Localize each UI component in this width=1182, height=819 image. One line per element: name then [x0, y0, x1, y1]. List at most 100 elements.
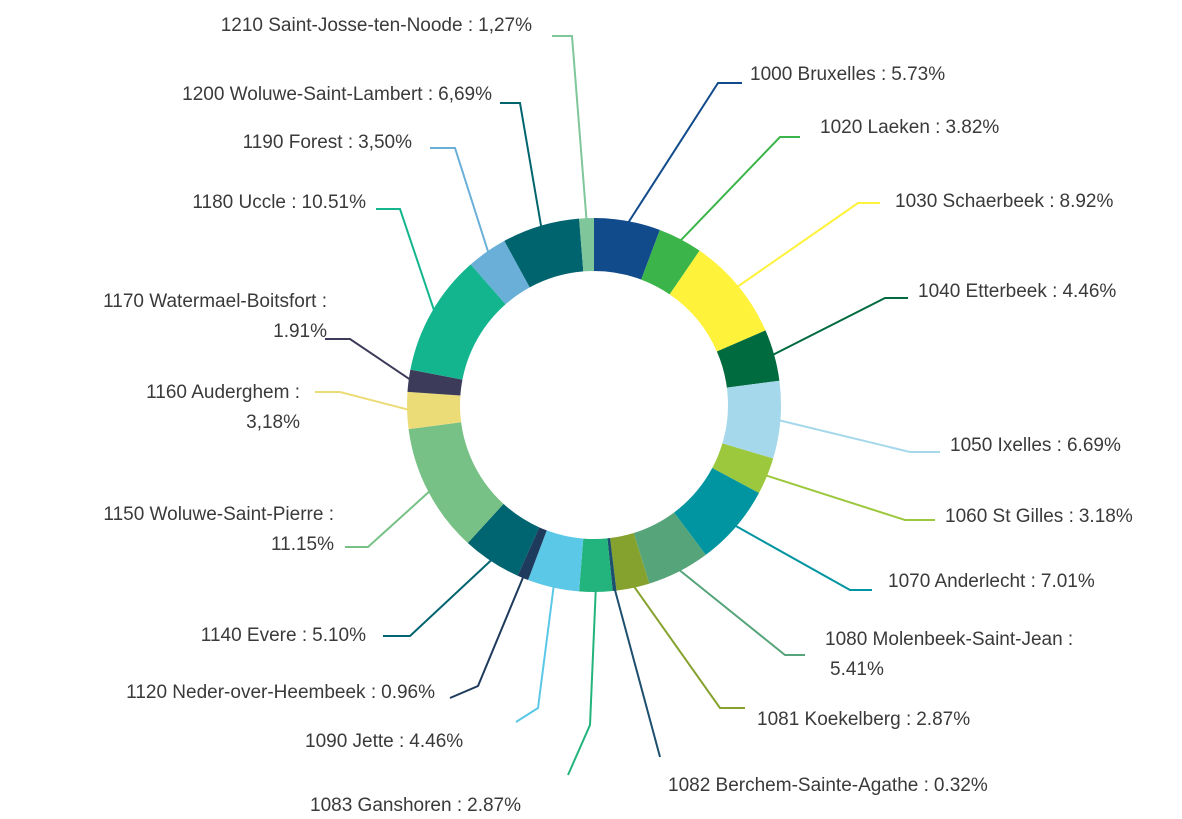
- segment-value: 2.87%: [916, 709, 970, 730]
- segment-value: 1,27%: [478, 15, 532, 36]
- segment-label: 1190 Forest :: [243, 132, 354, 153]
- segment-label-group: 1050 Ixelles :6.69%: [950, 435, 1121, 456]
- donut-segment: [528, 530, 584, 592]
- donut-segment: [610, 532, 650, 591]
- segment-label-group: 1120 Neder-over-Heembeek :0.96%: [126, 682, 435, 703]
- leader-line: [315, 391, 412, 412]
- leader-line: [552, 35, 588, 223]
- segment-label-group: 1081 Koekelberg :2.87%: [757, 709, 970, 730]
- leader-line: [345, 488, 433, 548]
- donut-segment: [408, 422, 504, 543]
- segment-label-group: 1070 Anderlecht :7.01%: [888, 571, 1095, 592]
- segment-label: 1081 Koekelberg :: [757, 709, 911, 730]
- segment-value: 0.32%: [934, 775, 988, 796]
- donut-segment: [579, 538, 613, 592]
- leader-line: [500, 102, 543, 230]
- segment-label: 1082 Berchem-Sainte-Agathe :: [668, 775, 929, 796]
- donut-segment: [633, 512, 706, 584]
- segment-label-group: 1140 Evere :5.10%: [201, 625, 366, 646]
- segment-label: 1080 Molenbeek-Saint-Jean :: [825, 629, 1073, 650]
- segment-label: 1200 Woluwe-Saint-Lambert :: [182, 84, 433, 105]
- leader-line: [376, 208, 437, 315]
- segment-label: 1090 Jette :: [305, 731, 404, 752]
- segment-value: 8.92%: [1060, 191, 1114, 212]
- segment-label-group: 1180 Uccle : 10.51%: [192, 192, 366, 213]
- donut-segment: [467, 503, 540, 576]
- donut-segment: [406, 391, 462, 430]
- segment-label-group: 1083 Ganshoren :2.87%: [310, 795, 521, 816]
- donut-segment: [607, 538, 617, 592]
- donut-segment: [407, 369, 463, 396]
- leader-line: [515, 583, 556, 723]
- leader-line: [325, 338, 414, 383]
- segment-label: 1083 Ganshoren :: [310, 795, 462, 816]
- segment-label: 1140 Evere :: [201, 625, 307, 646]
- donut-segment: [674, 468, 760, 555]
- leader-line: [567, 587, 597, 776]
- segment-value: 6,69%: [438, 84, 492, 105]
- segment-value: 5.73%: [891, 64, 945, 85]
- segment-label-group: 1210 Saint-Josse-ten-Noode :1,27%: [221, 15, 532, 36]
- leader-line: [449, 573, 526, 699]
- donut-segment: [669, 250, 766, 352]
- donut-segment: [517, 527, 547, 580]
- donut-segment: [722, 380, 781, 459]
- donut-segment: [594, 218, 660, 280]
- segment-label-group: 1090 Jette :4.46%: [305, 731, 463, 752]
- leader-line: [631, 583, 745, 709]
- segment-label-group: 1060 St Gilles :3.18%: [945, 506, 1133, 527]
- segment-value: 3,50%: [358, 132, 412, 153]
- segment-label: 1150 Woluwe-Saint-Pierre :: [103, 504, 334, 525]
- donut-segment: [712, 443, 774, 493]
- leader-line: [762, 473, 935, 521]
- donut-segment: [641, 229, 700, 295]
- segment-label-group: 1040 Etterbeek :4.46%: [918, 281, 1116, 302]
- donut-segment: [410, 264, 506, 380]
- segment-label: 1000 Bruxelles :: [750, 64, 886, 85]
- segment-label: 1180 Uccle :: [192, 192, 296, 213]
- segment-value: 4.46%: [409, 731, 463, 752]
- donut-segment: [470, 240, 530, 305]
- segment-label-group: 1200 Woluwe-Saint-Lambert :6,69%: [182, 84, 492, 105]
- segment-value: 0.96%: [381, 682, 435, 703]
- segment-value: 7.01%: [1041, 571, 1095, 592]
- segment-label-group: 1190 Forest :3,50%: [243, 132, 413, 153]
- leader-line: [383, 557, 495, 637]
- segment-label: 1160 Auderghem :: [146, 382, 300, 403]
- segment-label-group: 1000 Bruxelles :5.73%: [750, 64, 945, 85]
- segment-value: 5.41%: [830, 659, 884, 680]
- segment-label-group: 1020 Laeken :3.82%: [820, 117, 999, 138]
- segment-value: 5.10%: [312, 625, 366, 646]
- leader-line: [676, 567, 805, 656]
- segment-label-group: 1030 Schaerbeek :8.92%: [895, 191, 1113, 212]
- segment-label: 1020 Laeken :: [820, 117, 940, 138]
- segment-value: 6.69%: [1067, 435, 1121, 456]
- leader-line: [732, 523, 872, 591]
- segment-label: 1050 Ixelles :: [950, 435, 1062, 456]
- segment-value: 10.51%: [302, 192, 367, 213]
- segment-label: 1120 Neder-over-Heembeek :: [126, 682, 376, 703]
- segment-label: 1040 Etterbeek :: [918, 281, 1057, 302]
- leader-line: [734, 202, 880, 290]
- leader-line: [769, 297, 908, 358]
- leader-line: [430, 147, 491, 256]
- segment-label: 1070 Anderlecht :: [888, 571, 1036, 592]
- segment-value: 3.18%: [1079, 506, 1133, 527]
- segment-label: 1170 Watermael-Boitsfort :: [103, 291, 327, 312]
- segment-label: 1060 St Gilles :: [945, 506, 1074, 527]
- donut-segment: [579, 218, 594, 272]
- donut-segment: [504, 218, 584, 288]
- leader-line: [776, 418, 940, 453]
- segment-label-group: 1082 Berchem-Sainte-Agathe :0.32%: [668, 775, 988, 796]
- segment-value: 1.91%: [273, 321, 327, 342]
- leader-line: [613, 586, 661, 758]
- leader-line: [625, 82, 742, 226]
- segment-value: 2.87%: [467, 795, 521, 816]
- segment-label: 1030 Schaerbeek :: [895, 191, 1055, 212]
- segment-label: 1210 Saint-Josse-ten-Noode :: [221, 15, 473, 36]
- leader-line: [677, 136, 800, 244]
- segment-value: 3,18%: [246, 412, 300, 433]
- segment-value: 4.46%: [1062, 281, 1116, 302]
- donut-segment: [716, 330, 780, 388]
